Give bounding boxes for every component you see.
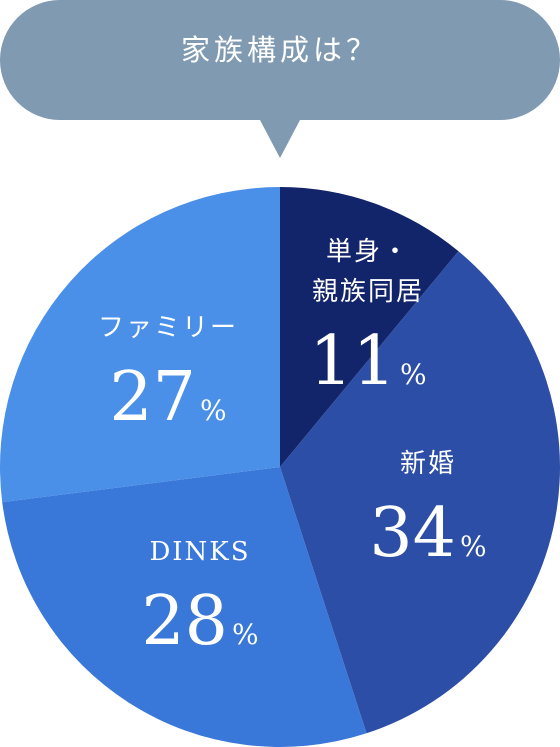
title-speech-bubble	[0, 0, 560, 158]
speech-bubble-shape	[0, 0, 560, 158]
slice-label-2: DINKS 28%	[141, 537, 258, 661]
slice-value-label: 11%	[309, 322, 426, 401]
pie-slice-2	[2, 467, 367, 747]
page-title: 家族構成は？	[180, 33, 379, 67]
slice-name-label: ファミリー	[98, 313, 238, 343]
slice-value-label: 28%	[141, 582, 258, 661]
slice-value-label: 27%	[109, 358, 226, 437]
slice-label-0: 単身・親族同居 11%	[309, 237, 426, 401]
slice-name-label: 新婚	[400, 449, 456, 479]
slice-name-label: 単身・	[326, 237, 410, 267]
slice-name-label: 親族同居	[312, 277, 424, 307]
slice-label-1: 新婚 34%	[369, 449, 486, 573]
pie-slice-0	[280, 187, 459, 467]
slice-name-label: DINKS	[149, 537, 250, 567]
pie-slice-1	[280, 251, 560, 734]
slice-value-label: 34%	[369, 494, 486, 573]
pie-slice-3	[0, 187, 280, 503]
slice-label-3: ファミリー 27%	[98, 313, 238, 437]
